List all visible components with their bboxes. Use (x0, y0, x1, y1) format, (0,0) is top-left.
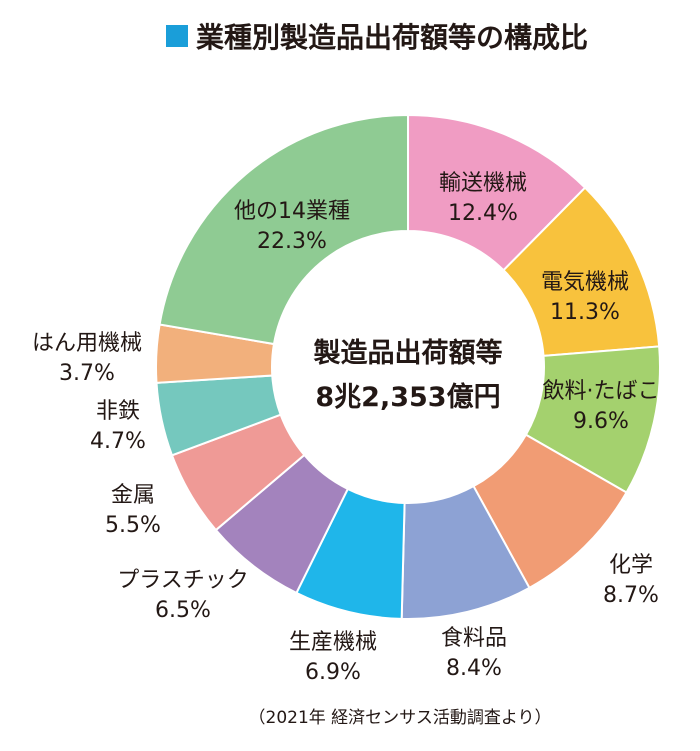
slice-label-9: 非鉄 4.7% (90, 399, 146, 454)
slice-label-11: 他の14業種 22.3% (234, 199, 350, 254)
slice-label-4: 化学 8.7% (603, 553, 659, 608)
slice-category-7: プラスチック (117, 568, 249, 593)
slice-category-9: 非鉄 (96, 399, 140, 424)
slice-label-7: プラスチック 6.5% (117, 568, 249, 623)
slice-labels: 輸送機械 12.4% 電気機械 11.3% 飲料·たばこ 9.6% 化学 8.7% 食料品 8.4… (32, 171, 660, 685)
slice-label-6: 生産機械 6.9% (289, 630, 377, 685)
slice-category-6: 生産機械 (289, 630, 377, 655)
slice-percent-8: 5.5% (105, 513, 161, 538)
slice-label-3: 飲料·たばこ 9.6% (543, 379, 660, 434)
center-label: 製造品出荷額等 (314, 337, 503, 369)
slice-category-1: 輸送機械 (439, 171, 527, 196)
slice-percent-9: 4.7% (90, 429, 146, 454)
slice-percent-1: 12.4% (448, 201, 518, 226)
slice-percent-11: 22.3% (257, 229, 327, 254)
chart-title-text: 業種別製造品出荷額等の構成比 (196, 21, 588, 54)
slice-label-8: 金属 5.5% (105, 483, 161, 538)
slice-percent-5: 8.4% (446, 656, 502, 681)
slice-percent-10: 3.7% (59, 361, 115, 386)
slice-category-4: 化学 (609, 553, 653, 578)
donut-ring (155, 113, 661, 620)
slice-percent-6: 6.9% (305, 660, 361, 685)
slice-11 (158, 113, 409, 346)
slice-label-1: 輸送機械 12.4% (439, 171, 527, 226)
slice-label-5: 食料品 8.4% (441, 626, 507, 681)
slice-percent-4: 8.7% (603, 583, 659, 608)
slice-percent-7: 6.5% (155, 598, 211, 623)
center-annotation: 製造品出荷額等 8兆2,353億円 (314, 337, 503, 413)
slice-label-2: 電気機械 11.3% (541, 270, 629, 325)
slice-category-5: 食料品 (441, 626, 507, 651)
source-note: （2021年 経済センサス活動調査より） (249, 708, 552, 728)
slice-category-11: 他の14業種 (234, 199, 350, 224)
chart-title: 業種別製造品出荷額等の構成比 (166, 21, 588, 54)
slice-category-10: はん用機械 (32, 331, 142, 356)
slice-percent-2: 11.3% (550, 300, 620, 325)
slice-category-3: 飲料·たばこ (543, 379, 660, 404)
slice-label-10: はん用機械 3.7% (32, 331, 142, 386)
slice-category-2: 電気機械 (541, 270, 629, 295)
slice-category-8: 金属 (111, 483, 155, 508)
center-value: 8兆2,353億円 (315, 382, 500, 413)
title-marker-icon (166, 25, 188, 47)
slice-percent-3: 9.6% (573, 409, 629, 434)
